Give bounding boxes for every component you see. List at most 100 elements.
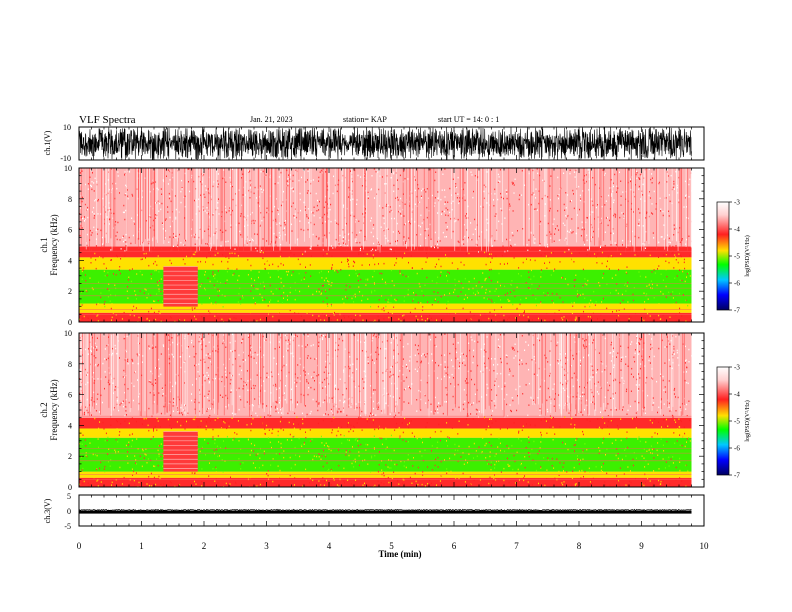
spectrogram-speckle [158, 210, 160, 212]
spectrogram-speckle [254, 220, 256, 222]
spectrogram-speckle [124, 255, 126, 257]
spectrogram-speckle [403, 300, 405, 302]
spectrogram-speckle [388, 302, 390, 304]
spectrogram-speckle [200, 251, 202, 253]
spectrogram-speckle [476, 455, 478, 457]
spectrogram-speckle [537, 397, 539, 399]
spectrogram-speckle [297, 364, 299, 366]
spectrogram-speckle [269, 441, 271, 444]
spectrogram-speckle [127, 297, 129, 299]
spectrogram-speckle [131, 217, 133, 219]
spectrogram-speckle [639, 337, 641, 340]
spectrogram-speckle [474, 175, 476, 177]
spectrogram-speckle [255, 268, 257, 270]
spectrogram-speckle [341, 426, 343, 428]
spectrogram-speckle [538, 482, 539, 485]
spectrogram-speckle [152, 219, 154, 222]
spectrogram-speckle [544, 318, 546, 320]
spectrogram-speckle [312, 479, 314, 482]
spectrogram-speckle [252, 417, 254, 420]
spectrogram-speckle [488, 317, 490, 320]
spectrogram-speckle [637, 389, 639, 392]
spectrogram-speckle [377, 425, 379, 428]
spectrogram-speckle [127, 286, 129, 288]
spectrogram-speckle [144, 453, 146, 455]
spectrogram-speckle [283, 291, 285, 294]
spectrogram-speckle [238, 387, 240, 390]
spectrogram-speckle [603, 297, 604, 300]
spectrogram-speckle [648, 284, 650, 286]
spectrogram-speckle [473, 402, 475, 404]
spectrogram-speckle [155, 181, 157, 183]
spectrogram-speckle [370, 354, 372, 356]
spectrogram-speckle [207, 393, 209, 395]
spectrogram-speckle [292, 190, 294, 193]
spectrogram-speckle [393, 449, 395, 452]
spectrogram-speckle [491, 422, 493, 424]
spectrogram-speckle [390, 248, 392, 251]
spectrogram-speckle [593, 230, 594, 233]
spectrogram-speckle [378, 263, 379, 265]
spectrogram-speckle [485, 292, 487, 294]
spectrogram-band-yellow [79, 428, 692, 438]
spectrogram-speckle [338, 338, 340, 340]
spectrogram-speckle [408, 261, 409, 264]
spectrogram-speckle [345, 222, 347, 225]
spectrogram-speckle [322, 465, 324, 468]
spectrogram-speckle [299, 455, 301, 458]
spectrogram-speckle [618, 483, 620, 485]
spectrogram-speckle [113, 212, 115, 215]
spectrogram-speckle [541, 197, 543, 200]
spectrogram-speckle [115, 472, 117, 475]
spectrogram-speckle [208, 333, 210, 335]
spectrogram-speckle [639, 377, 641, 379]
spectrogram-speckle [141, 196, 143, 198]
spectrogram-speckle [259, 346, 261, 349]
spectrogram-speckle [298, 437, 300, 440]
spectrogram-speckle [256, 374, 258, 376]
spectrogram-speckle [306, 413, 308, 416]
spectrogram-speckle [279, 469, 281, 472]
spectrogram-speckle [605, 454, 606, 456]
spectrogram-speckle [103, 468, 105, 470]
spectrogram-speckle [214, 442, 216, 445]
spectrogram-speckle [439, 310, 441, 313]
spectrogram-speckle [508, 300, 510, 302]
spectrogram-speckle [312, 179, 314, 181]
spectrogram-speckle [93, 400, 95, 403]
spectrogram-speckle [651, 422, 653, 424]
spectrogram-speckle [566, 471, 568, 473]
spectrogram-speckle [462, 353, 464, 356]
spectrogram-speckle [569, 172, 571, 175]
spectrogram-speckle [609, 384, 611, 387]
spectrogram-speckle [527, 481, 529, 483]
spectrogram-speckle [397, 479, 399, 482]
spectrogram-speckle [409, 356, 411, 358]
spectrogram-speckle [321, 290, 323, 292]
spectrogram-speckle [205, 243, 207, 245]
spectrogram-speckle [404, 177, 406, 180]
spectrogram-speckle [102, 421, 104, 424]
spectrogram-speckle [457, 485, 459, 487]
spectrogram-speckle [290, 467, 292, 469]
spectrogram-speckle [599, 386, 601, 389]
spectrogram-speckle [473, 314, 475, 316]
spectrogram-speckle [276, 223, 278, 226]
spectrogram-speckle [463, 408, 465, 410]
spectrogram-speckle [639, 275, 641, 278]
spectrogram-speckle [92, 288, 94, 291]
spectrogram-speckle [603, 174, 605, 176]
spectrogram-speckle [402, 317, 404, 320]
spectrogram-speckle [156, 214, 158, 217]
spectrogram-speckle [153, 427, 155, 430]
spectrogram-speckle [582, 430, 584, 433]
spectrogram-speckle [287, 299, 288, 301]
spectrogram-speckle [574, 427, 575, 429]
spectrogram-speckle [348, 397, 350, 400]
spectrogram-speckle [583, 345, 585, 348]
spectrogram-speckle [250, 264, 252, 267]
spectrogram-speckle [647, 298, 649, 300]
spectrogram-speckle [450, 305, 452, 308]
spectrogram-speckle [79, 172, 81, 174]
spectrogram-speckle [474, 218, 476, 221]
